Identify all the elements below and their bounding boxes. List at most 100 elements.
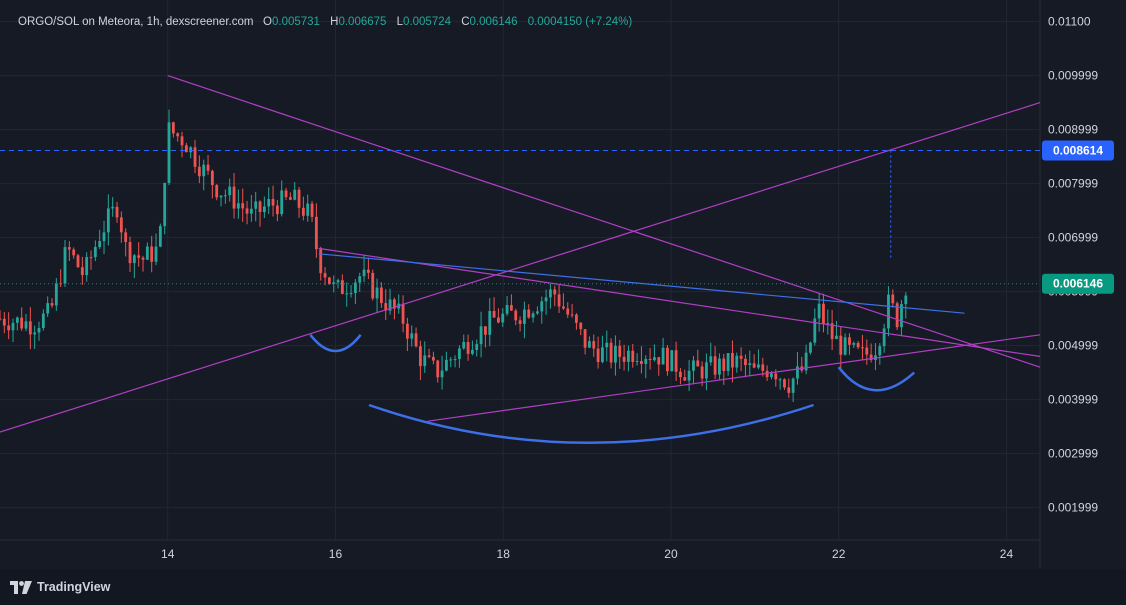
candle-body — [666, 347, 669, 372]
candle-body — [592, 341, 596, 349]
time-axis[interactable]: 14 16 18 20 22 24 — [161, 547, 1013, 561]
candle-body — [609, 342, 613, 363]
candle-body — [128, 242, 132, 264]
candle-body — [826, 323, 830, 325]
x-tick-label: 20 — [664, 547, 678, 561]
candle-body — [653, 357, 656, 361]
candle-body — [835, 335, 838, 340]
candle-body — [327, 277, 331, 284]
grid — [0, 0, 1040, 540]
candle-body — [362, 269, 366, 277]
x-tick-label: 18 — [497, 547, 511, 561]
candle-body — [323, 273, 327, 278]
candle-body — [449, 359, 453, 361]
candle-body — [171, 122, 175, 134]
candle-body — [674, 350, 678, 372]
candle-body — [887, 294, 890, 329]
cup-handle-curve — [837, 366, 916, 392]
candle-body — [379, 287, 383, 304]
candle-body — [657, 357, 661, 365]
candle-body — [319, 249, 323, 274]
candle-body — [388, 299, 392, 311]
candle-body — [661, 347, 665, 365]
candle-body — [85, 257, 89, 276]
candle-body — [514, 310, 518, 321]
candle-body — [197, 166, 201, 177]
last-price-badge — [1042, 273, 1114, 294]
symbol-legend: ORGO/SOL on Meteora, 1h, dexscreener.com… — [18, 16, 639, 28]
candle-body — [614, 345, 617, 363]
candle-body — [817, 303, 821, 319]
candle-body — [869, 354, 873, 360]
candle-body — [50, 303, 54, 306]
candle-body — [119, 217, 123, 233]
candle-body — [301, 207, 305, 216]
candle-body — [575, 314, 578, 323]
candle-body — [306, 203, 310, 216]
candle-body — [176, 133, 180, 137]
candles — [0, 109, 908, 402]
candle-body — [106, 208, 110, 233]
candle-body — [544, 297, 548, 302]
candle-body — [223, 195, 227, 197]
candle-body — [726, 353, 730, 371]
candle-body — [345, 293, 349, 295]
candle-body — [206, 164, 210, 171]
candle-body — [0, 318, 2, 320]
candle-body — [141, 257, 145, 260]
candle-body — [115, 206, 119, 218]
candle-body — [757, 364, 760, 368]
candle-body — [718, 358, 721, 375]
candle-body — [679, 371, 682, 378]
candle-body — [349, 293, 353, 295]
candle-body — [293, 189, 297, 200]
candle-body — [24, 321, 28, 329]
tradingview-logo-icon — [10, 580, 32, 594]
candle-body — [28, 321, 32, 335]
candle-body — [414, 333, 418, 347]
candle-body — [288, 197, 292, 200]
candle-body — [80, 267, 84, 276]
candle-body — [210, 170, 214, 186]
candle-body — [635, 361, 639, 363]
legend-change: 0.0004150 (+7.24%) — [527, 16, 633, 28]
price-overlays — [0, 149, 1040, 285]
candle-body — [418, 346, 422, 367]
candle-body — [310, 203, 314, 217]
candle-body — [852, 342, 856, 345]
candle-body — [271, 199, 275, 206]
candle-body — [627, 350, 630, 362]
last-price-label: 0.006146 — [1053, 277, 1103, 291]
candle-body — [622, 356, 626, 362]
candle-body — [262, 206, 266, 213]
candle-body — [184, 145, 188, 153]
candle-body — [72, 249, 76, 256]
candle-body — [410, 333, 414, 339]
footer-background — [0, 569, 1126, 605]
y-tick-label: 0.003999 — [1048, 393, 1098, 407]
legend-open-key: O — [263, 16, 272, 28]
candle-body — [722, 358, 726, 371]
candle-body — [401, 303, 405, 324]
candle-body — [553, 289, 557, 295]
candle-body — [536, 311, 539, 314]
candle-body — [588, 341, 591, 348]
y-tick-label: 0.001999 — [1048, 501, 1098, 515]
candle-body — [280, 190, 284, 215]
candle-body — [683, 377, 687, 381]
tradingview-branding[interactable]: TradingView — [10, 578, 110, 596]
candle-body — [687, 370, 691, 381]
candle-body — [809, 342, 812, 353]
candle-body — [527, 309, 531, 318]
candle-body — [46, 303, 50, 314]
trend-line-purple — [318, 247, 1041, 357]
candle-body — [796, 366, 799, 379]
legend-high-value: 0.006675 — [338, 16, 387, 28]
legend-close-value: 0.006146 — [469, 16, 518, 28]
candle-body — [848, 337, 851, 345]
candle-body — [878, 346, 882, 356]
price-axis[interactable]: 0.01100 0.009999 0.008999 0.007999 0.006999 0… — [1042, 15, 1114, 515]
candle-body — [783, 379, 786, 388]
